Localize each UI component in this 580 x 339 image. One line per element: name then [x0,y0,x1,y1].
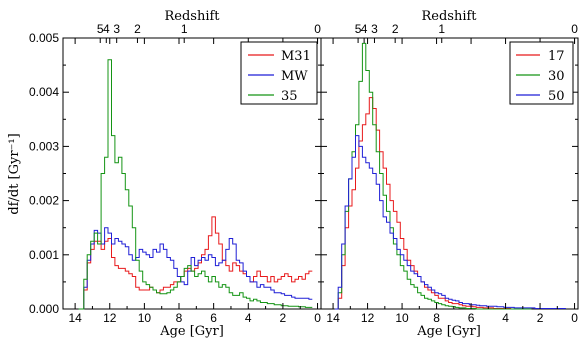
x-tick-label: 10 [395,311,409,325]
x-tick-label: 14 [68,311,82,325]
series-line-35 [78,59,313,310]
y-axis-title: df/dt [Gyr⁻¹] [7,133,22,214]
x-tick-label: 2 [280,311,287,325]
x-tick-label: 2 [537,311,544,325]
bottom-ticks-right: 14 12 10 8 6 4 2 0 [326,38,578,325]
x-tick-label: 14 [326,311,340,325]
x-tick-label: 12 [103,311,117,325]
x-axis-title-left: Age [Gyr] [159,324,224,339]
legend-label: 30 [548,69,565,84]
legend-label: M31 [281,49,311,64]
redshift-tick-label: 3 [113,22,120,36]
legend-label: 35 [281,89,298,104]
legend-left: M31 MW 35 [240,41,318,105]
x-tick-label: 4 [245,311,252,325]
x-tick-label: 4 [502,311,509,325]
x-axis-title-right: Age [Gyr] [416,324,481,339]
legend-label: 17 [548,49,565,64]
legend-label: 50 [548,89,565,104]
redshift-tick-label: 5 [355,22,362,36]
x-tick-label: 8 [433,311,440,325]
y-tick-label: 0.002 [29,194,59,208]
redshift-tick-label: 2 [392,22,399,36]
redshift-tick-label: 0 [571,22,578,36]
top-axis-title-left: Redshift [164,9,220,24]
x-tick-label: 12 [361,311,375,325]
series-line-17 [334,97,532,310]
series-line-50 [334,135,566,310]
legend-frame-left [240,41,318,105]
y-tick-label: 0.003 [29,139,59,153]
y-tick-label: 0.001 [29,248,59,262]
redshift-tick-label: 4 [103,22,110,36]
bottom-ticks-left: 14 12 10 8 6 4 2 0 [68,38,321,325]
x-tick-label: 6 [468,311,475,325]
x-tick-label: 0 [314,311,321,325]
top-axis-title-right: Redshift [421,9,477,24]
redshift-tick-label: 4 [361,22,368,36]
redshift-tick-label: 1 [438,22,445,36]
traces-left [78,59,313,310]
redshift-tick-label: 0 [314,22,321,36]
traces-right [334,42,566,310]
redshift-tick-label: 3 [371,22,378,36]
x-tick-label: 8 [176,311,183,325]
legend-frame-right [509,41,574,105]
y-tick-label: 0.000 [29,302,59,316]
x-tick-label: 6 [210,311,217,325]
legend-right: 17 30 50 [509,41,574,105]
redshift-tick-label: 2 [134,22,141,36]
y-ticks-left: 0.000 0.001 0.002 0.003 0.004 0.005 [29,31,321,316]
legend-label: MW [281,69,308,84]
series-line-30 [334,42,532,310]
redshift-tick-label: 1 [181,22,188,36]
redshift-tick-label: 5 [97,22,104,36]
y-tick-label: 0.005 [29,31,59,45]
x-tick-label: 0 [571,311,578,325]
y-tick-label: 0.004 [29,85,59,99]
x-tick-label: 10 [138,311,152,325]
series-line-M31 [78,216,313,310]
